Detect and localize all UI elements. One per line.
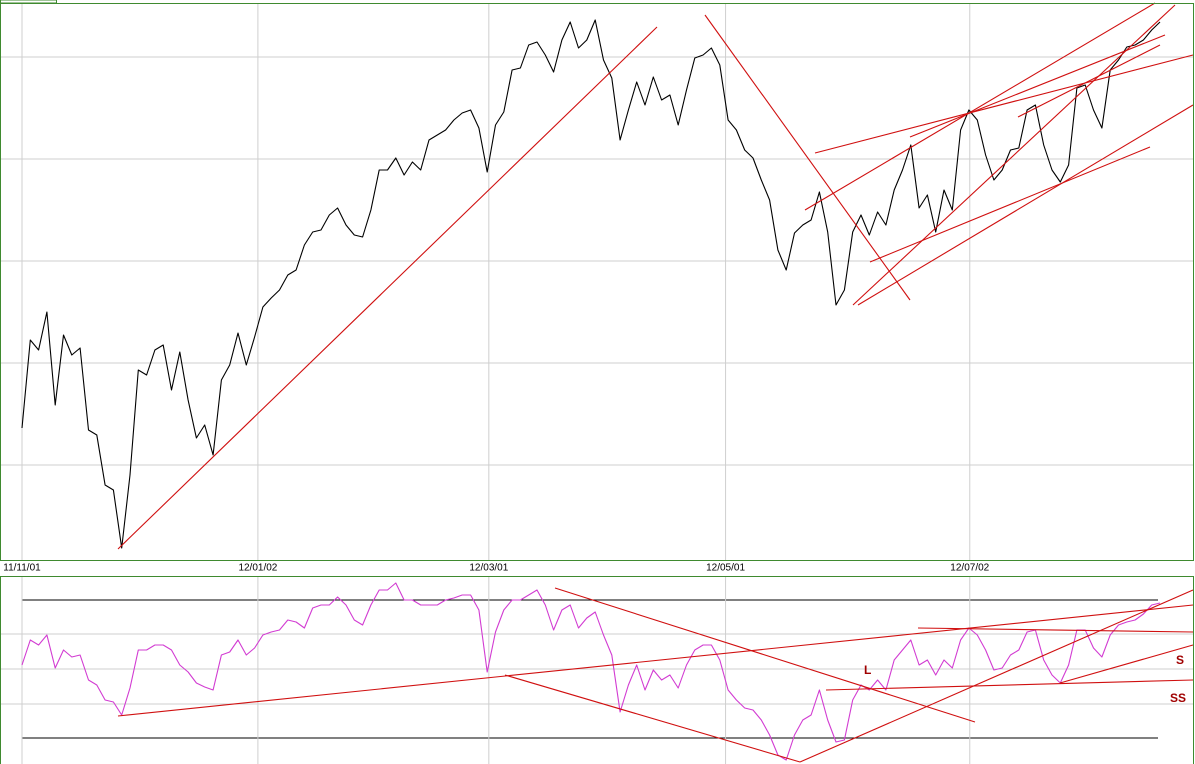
x-tick-label: 11/11/01 (3, 563, 41, 574)
x-tick-label: 12/01/02 (238, 563, 277, 574)
trend-line (814, 54, 1194, 154)
annotation: S (1176, 653, 1184, 667)
trend-line (1017, 44, 1161, 118)
trend-line (554, 587, 976, 723)
trend-line (117, 604, 1194, 717)
panel-border (0, 3, 1194, 561)
x-tick-label: 12/05/01 (706, 563, 745, 574)
trend-line (504, 674, 801, 763)
trend-line (852, 4, 1176, 306)
corner-box (0, 0, 57, 4)
trend-line (704, 14, 911, 301)
annotation: SS (1170, 691, 1186, 705)
trend-line (909, 34, 1166, 138)
x-tick-label: 12/07/02 (950, 563, 989, 574)
price-grid (0, 56, 1193, 466)
panel-border (0, 576, 1194, 764)
trend-line (917, 627, 1194, 633)
trend-line (825, 679, 1194, 691)
trend-line (1059, 644, 1194, 684)
trend-line (117, 26, 658, 550)
trend-line (804, 2, 1156, 211)
trend-line (857, 104, 1194, 306)
trend-lines (117, 2, 1194, 763)
annotation: L (864, 663, 871, 677)
trend-line (869, 146, 1151, 263)
indicator-grid (0, 599, 1193, 739)
vertical-grid (21, 3, 971, 764)
x-tick-label: 12/03/01 (469, 563, 508, 574)
trend-line (799, 589, 1194, 763)
